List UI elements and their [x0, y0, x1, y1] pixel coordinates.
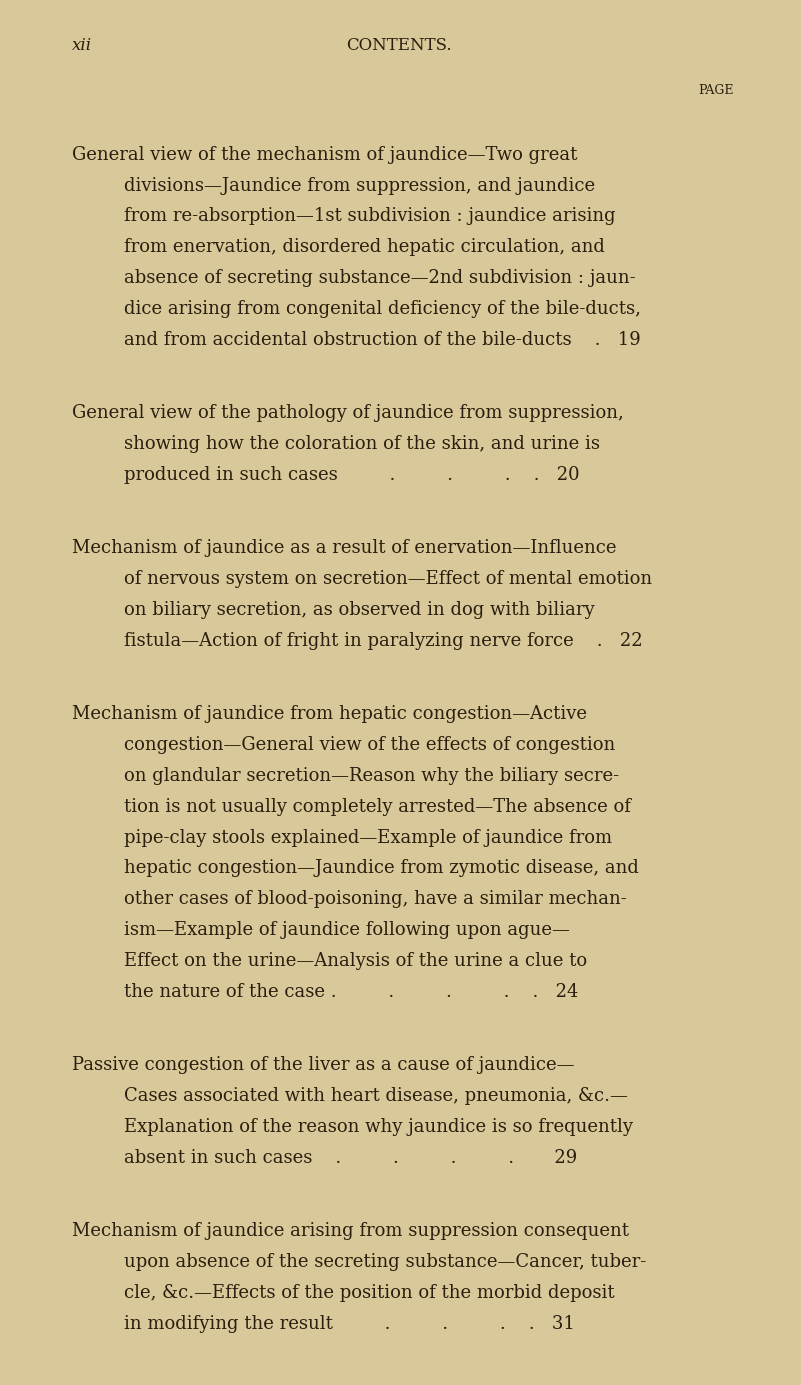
Text: cle, &c.—Effects of the position of the morbid deposit: cle, &c.—Effects of the position of the …	[123, 1284, 614, 1302]
Text: of nervous system on secretion—Effect of mental emotion: of nervous system on secretion—Effect of…	[123, 571, 652, 589]
Text: upon absence of the secreting substance—Cancer, tuber-: upon absence of the secreting substance—…	[123, 1253, 646, 1271]
Text: in modifying the result         .         .         .    .   31: in modifying the result . . . . 31	[123, 1314, 574, 1332]
Text: absent in such cases    .         .         .         .       29: absent in such cases . . . . 29	[123, 1148, 577, 1166]
Text: from re-absorption—1st subdivision : jaundice arising: from re-absorption—1st subdivision : jau…	[123, 208, 615, 226]
Text: absence of secreting substance—2nd subdivision : jaun-: absence of secreting substance—2nd subdi…	[123, 269, 635, 287]
Text: from enervation, disordered hepatic circulation, and: from enervation, disordered hepatic circ…	[123, 238, 605, 256]
Text: Effect on the urine—Analysis of the urine a clue to: Effect on the urine—Analysis of the urin…	[123, 951, 586, 970]
Text: divisions—Jaundice from suppression, and jaundice: divisions—Jaundice from suppression, and…	[123, 176, 594, 194]
Text: Cases associated with heart disease, pneumonia, &c.—: Cases associated with heart disease, pne…	[123, 1087, 627, 1105]
Text: Mechanism of jaundice as a result of enervation—Influence: Mechanism of jaundice as a result of ene…	[72, 539, 616, 557]
Text: on biliary secretion, as observed in dog with biliary: on biliary secretion, as observed in dog…	[123, 601, 594, 619]
Text: hepatic congestion—Jaundice from zymotic disease, and: hepatic congestion—Jaundice from zymotic…	[123, 860, 638, 878]
Text: PAGE: PAGE	[698, 84, 734, 97]
Text: on glandular secretion—Reason why the biliary secre-: on glandular secretion—Reason why the bi…	[123, 767, 618, 785]
Text: Passive congestion of the liver as a cause of jaundice—: Passive congestion of the liver as a cau…	[72, 1057, 574, 1075]
Text: tion is not usually completely arrested—The absence of: tion is not usually completely arrested—…	[123, 798, 630, 816]
Text: ism—Example of jaundice following upon ague—: ism—Example of jaundice following upon a…	[123, 921, 570, 939]
Text: showing how the coloration of the skin, and urine is: showing how the coloration of the skin, …	[123, 435, 600, 453]
Text: General view of the pathology of jaundice from suppression,: General view of the pathology of jaundic…	[72, 404, 623, 422]
Text: CONTENTS.: CONTENTS.	[346, 37, 452, 54]
Text: Mechanism of jaundice arising from suppression consequent: Mechanism of jaundice arising from suppr…	[72, 1222, 629, 1240]
Text: xii: xii	[72, 37, 92, 54]
Text: pipe-clay stools explained—Example of jaundice from: pipe-clay stools explained—Example of ja…	[123, 828, 612, 846]
Text: fistula—Action of fright in paralyzing nerve force    .   22: fistula—Action of fright in paralyzing n…	[123, 632, 642, 650]
Text: Explanation of the reason why jaundice is so frequently: Explanation of the reason why jaundice i…	[123, 1118, 633, 1136]
Text: and from accidental obstruction of the bile-ducts    .   19: and from accidental obstruction of the b…	[123, 331, 640, 349]
Text: Mechanism of jaundice from hepatic congestion—Active: Mechanism of jaundice from hepatic conge…	[72, 705, 587, 723]
Text: produced in such cases         .         .         .    .   20: produced in such cases . . . . 20	[123, 465, 579, 483]
Text: the nature of the case .         .         .         .    .   24: the nature of the case . . . . . 24	[123, 983, 578, 1001]
Text: General view of the mechanism of jaundice—Two great: General view of the mechanism of jaundic…	[72, 145, 578, 163]
Text: other cases of blood-poisoning, have a similar mechan-: other cases of blood-poisoning, have a s…	[123, 891, 626, 909]
Text: dice arising from congenital deficiency of the bile-ducts,: dice arising from congenital deficiency …	[123, 301, 641, 319]
Text: congestion—General view of the effects of congestion: congestion—General view of the effects o…	[123, 735, 615, 753]
